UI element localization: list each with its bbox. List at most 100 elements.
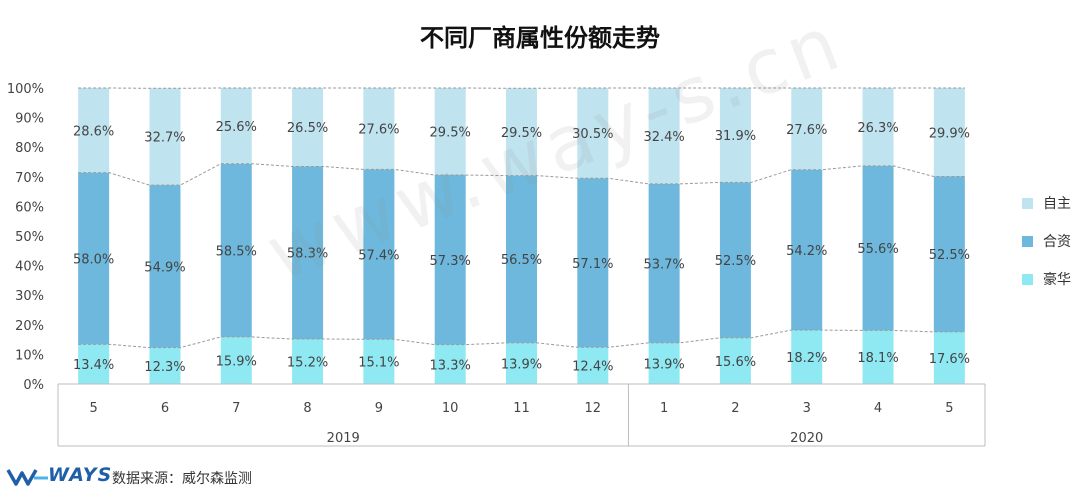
y-tick-label: 40% [15, 260, 44, 275]
bar-segment [78, 88, 110, 173]
data-label: 27.6% [358, 123, 399, 138]
footer: WAYS 数据来源：威尔森监测 [0, 462, 420, 492]
bar-segment [363, 339, 395, 384]
x-tick-label: 5 [90, 401, 98, 416]
data-label: 13.3% [430, 358, 471, 373]
bar-segment [933, 331, 965, 384]
bar-segment [719, 337, 751, 384]
x-tick-label: 2 [731, 401, 739, 416]
x-tick-label: 10 [442, 401, 459, 416]
bar-segment [78, 172, 110, 345]
bar-segment [434, 175, 466, 345]
legend-label-haohua: 豪华 [1043, 272, 1071, 288]
x-tick-label: 6 [161, 401, 169, 416]
bar-segment [648, 88, 680, 184]
data-label: 32.7% [144, 131, 185, 146]
legend-item-zizhu: 自主 [1022, 193, 1071, 213]
x-tick-label: 4 [874, 401, 882, 416]
data-label: 58.5% [216, 244, 257, 259]
bar-segment [506, 175, 537, 343]
data-label: 29.9% [929, 126, 970, 141]
y-tick-label: 50% [15, 230, 44, 245]
bar-segment [149, 347, 181, 384]
data-label: 15.1% [358, 356, 399, 371]
data-label: 12.4% [572, 360, 613, 375]
legend-item-haohua: 豪华 [1022, 269, 1071, 289]
bar-segment [434, 344, 466, 384]
bar-segment [78, 344, 110, 384]
bar-segment [363, 169, 395, 340]
bar-segment [648, 342, 680, 384]
bar-segment [220, 336, 252, 384]
data-label: 58.0% [73, 252, 114, 267]
bar-segment [220, 163, 252, 337]
x-tick-label: 8 [303, 401, 311, 416]
data-label: 32.4% [643, 130, 684, 145]
bar-segment [577, 347, 609, 384]
ways-logo-text: WAYS [48, 464, 113, 486]
y-tick-label: 80% [15, 141, 44, 156]
data-label: 13.9% [643, 357, 684, 372]
data-label: 57.4% [358, 248, 399, 263]
data-label: 15.6% [715, 355, 756, 370]
legend: 自主 合资 豪华 [1022, 193, 1071, 307]
chart-title: 不同厂商属性份额走势 [420, 24, 660, 52]
x-tick-label: 3 [803, 401, 811, 416]
bar-segment [363, 88, 395, 170]
bar-segment [434, 88, 466, 176]
data-label: 29.5% [501, 126, 542, 141]
data-label: 18.1% [857, 351, 898, 366]
x-tick-label: 12 [585, 401, 602, 416]
data-label: 57.1% [572, 257, 613, 272]
x-tick-label: 1 [660, 401, 668, 416]
bar-segment [292, 166, 324, 340]
bar-segment [577, 178, 609, 348]
data-label: 31.9% [715, 129, 756, 144]
y-tick-label: 0% [23, 378, 44, 393]
y-tick-label: 10% [15, 348, 44, 363]
legend-item-hezi: 合资 [1022, 231, 1071, 251]
bar-segment [933, 88, 965, 177]
bar-segment [149, 185, 181, 348]
bar-segment [719, 182, 751, 338]
group-label: 2020 [790, 431, 823, 446]
bar-segment [933, 176, 965, 332]
data-label: 58.3% [287, 247, 328, 262]
data-source: 数据来源：威尔森监测 [112, 471, 252, 487]
data-label: 13.4% [73, 358, 114, 373]
legend-label-zizhu: 自主 [1043, 196, 1071, 212]
x-tick-label: 7 [232, 401, 240, 416]
bar-segment [719, 88, 751, 183]
data-label: 30.5% [572, 127, 613, 142]
bar-segment [862, 88, 894, 166]
data-label: 54.9% [144, 260, 185, 275]
y-tick-label: 20% [15, 319, 44, 334]
data-label: 26.3% [857, 121, 898, 136]
data-label: 27.6% [786, 123, 827, 138]
bar-segment [292, 339, 324, 384]
data-label: 25.6% [216, 120, 257, 135]
data-label: 54.2% [786, 244, 827, 259]
data-label: 15.2% [287, 356, 328, 371]
y-tick-label: 90% [15, 112, 44, 127]
legend-label-hezi: 合资 [1043, 234, 1071, 250]
data-label: 15.9% [216, 354, 257, 369]
bar-segment [862, 330, 894, 384]
bar-segment [149, 88, 181, 186]
data-label: 57.3% [430, 254, 471, 269]
bar-segment [791, 330, 823, 384]
bar-segment [506, 342, 537, 384]
x-tick-label: 5 [945, 401, 953, 416]
data-label: 52.5% [929, 248, 970, 263]
legend-swatch-hezi [1022, 235, 1033, 247]
bar-segment [791, 88, 823, 170]
bar-segment [577, 88, 609, 179]
x-tick-label: 11 [513, 401, 530, 416]
legend-swatch-zizhu [1022, 197, 1033, 209]
bar-segment [292, 88, 324, 167]
x-tick-label: 9 [375, 401, 383, 416]
data-label: 12.3% [144, 360, 185, 375]
series-connector-line [78, 163, 965, 186]
y-tick-label: 100% [7, 82, 44, 97]
